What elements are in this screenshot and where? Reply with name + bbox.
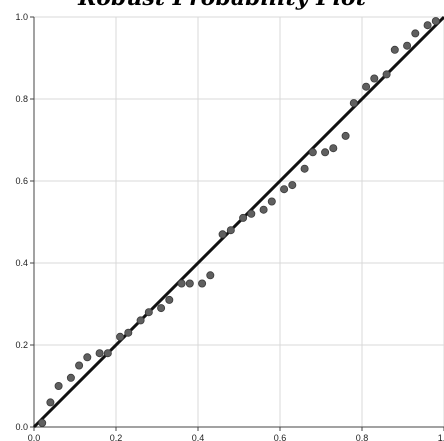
data-point — [46, 398, 55, 407]
x-tick-label: 0.2 — [110, 433, 123, 441]
x-tick-label: 0.0 — [28, 433, 41, 441]
reference-line-group — [32, 15, 444, 429]
data-point — [177, 279, 186, 288]
data-point — [66, 373, 75, 382]
data-point — [206, 271, 215, 280]
x-tick-label: 1.0 — [438, 433, 444, 441]
data-point — [280, 185, 289, 194]
data-point — [218, 230, 227, 239]
y-tick-label: 1.0 — [15, 12, 28, 22]
data-point — [362, 82, 371, 91]
data-point — [83, 353, 92, 362]
data-point — [95, 349, 104, 358]
chart-title: Robust Probability Plot — [77, 0, 366, 11]
data-point — [431, 17, 440, 26]
x-tick-label: 0.8 — [356, 433, 369, 441]
data-point — [165, 295, 174, 304]
data-point — [185, 279, 194, 288]
data-point — [124, 328, 133, 337]
data-point — [308, 148, 317, 157]
data-point — [329, 144, 338, 153]
data-point — [370, 74, 379, 83]
data-point — [267, 197, 276, 206]
data-point — [226, 226, 235, 235]
y-tick-label: 0.0 — [15, 422, 28, 432]
data-point — [411, 29, 420, 38]
data-point — [321, 148, 330, 157]
data-point — [38, 418, 47, 427]
data-point — [390, 45, 399, 54]
data-point — [288, 181, 297, 190]
data-point — [198, 279, 207, 288]
reference-line — [32, 15, 444, 429]
data-point — [157, 304, 166, 313]
data-point — [247, 209, 256, 218]
y-tick-label: 0.8 — [15, 94, 28, 104]
data-point — [103, 349, 112, 358]
data-point — [136, 316, 145, 325]
tick-labels: 0.0 0.2 0.4 0.6 0.8 1.0 0.0 0.2 0.4 0.6 0.8 1.0 — [15, 12, 444, 441]
data-point — [341, 131, 350, 140]
axes — [33, 17, 444, 428]
x-tick-label: 0.6 — [274, 433, 287, 441]
data-point — [403, 41, 412, 50]
y-tick-label: 0.2 — [15, 340, 28, 350]
data-points — [38, 17, 440, 427]
data-point — [349, 99, 358, 108]
y-tick-label: 0.4 — [15, 258, 28, 268]
data-point — [54, 381, 63, 390]
y-tick-label: 0.6 — [15, 176, 28, 186]
data-point — [300, 164, 309, 173]
x-tick-label: 0.4 — [192, 433, 205, 441]
data-point — [239, 213, 248, 222]
data-point — [259, 205, 268, 214]
data-point — [423, 21, 432, 30]
data-point — [116, 332, 125, 341]
data-point — [75, 361, 84, 370]
data-point — [144, 308, 153, 317]
data-point — [382, 70, 391, 79]
